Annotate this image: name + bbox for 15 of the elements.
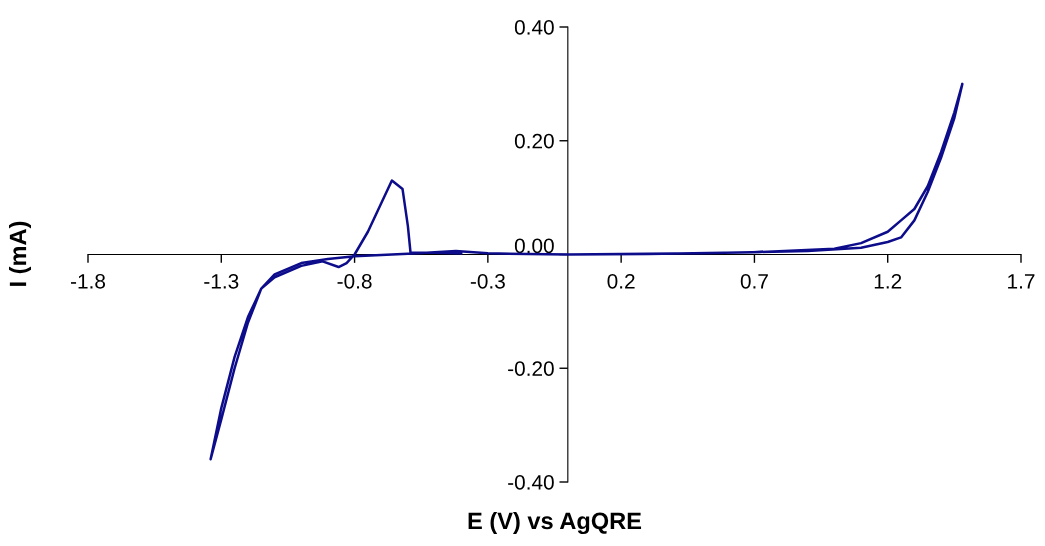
x-tick-label: -1.3	[204, 273, 239, 289]
x-axis-title: E (V) vs AgQRE	[468, 511, 642, 535]
x-tick-label: -1.8	[70, 273, 106, 289]
y-tick-label: 0.20	[514, 133, 554, 149]
x-tick-label: 0.2	[607, 273, 635, 289]
x-tick-label: -0.8	[337, 273, 372, 289]
x-tick-label: 1.7	[1008, 274, 1035, 289]
x-tick-label: 1.2	[874, 273, 902, 289]
y-tick-label: -0.40	[508, 475, 554, 490]
y-tick-label: 0.00	[514, 238, 554, 254]
x-tick-label: 0.7	[740, 273, 768, 289]
x-tick-label: -0.3	[470, 273, 505, 289]
y-axis-title: I (mA)	[9, 221, 31, 286]
y-tick-label: 0.40	[514, 20, 554, 35]
y-tick-label: -0.20	[508, 361, 554, 376]
